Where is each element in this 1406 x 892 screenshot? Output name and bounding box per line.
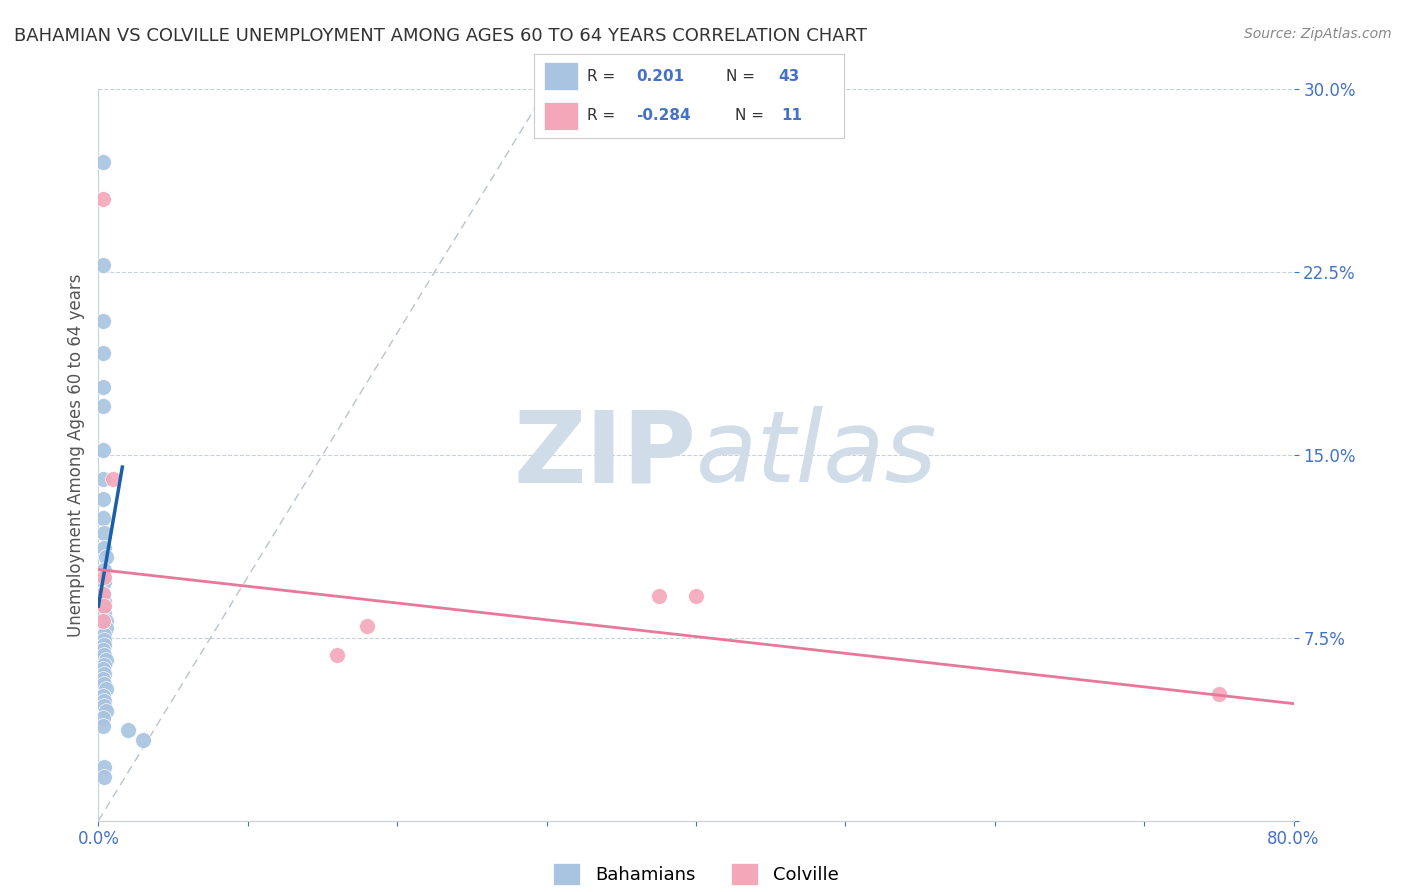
Point	[93, 760, 115, 774]
Point	[91, 511, 114, 525]
Point	[93, 628, 115, 642]
Text: 11: 11	[782, 108, 803, 123]
Text: -0.284: -0.284	[637, 108, 690, 123]
Point	[93, 657, 115, 672]
Text: N =: N =	[725, 69, 759, 84]
Point	[91, 491, 114, 506]
Point	[91, 379, 114, 393]
Text: N =: N =	[735, 108, 769, 123]
Point	[93, 633, 115, 648]
Point	[91, 443, 114, 458]
Point	[103, 472, 125, 486]
Point	[93, 699, 115, 714]
Point	[91, 663, 114, 677]
Point	[93, 607, 115, 621]
Point	[94, 653, 117, 667]
Point	[93, 525, 115, 540]
Text: Source: ZipAtlas.com: Source: ZipAtlas.com	[1244, 27, 1392, 41]
Point	[94, 621, 117, 635]
Point	[93, 677, 115, 691]
Text: atlas: atlas	[696, 407, 938, 503]
Point	[91, 155, 114, 169]
Point	[91, 587, 114, 601]
Point	[91, 643, 114, 657]
Text: R =: R =	[586, 108, 620, 123]
FancyBboxPatch shape	[544, 62, 578, 90]
Y-axis label: Unemployment Among Ages 60 to 64 years: Unemployment Among Ages 60 to 64 years	[66, 273, 84, 637]
Point	[91, 472, 114, 486]
Point	[93, 599, 115, 613]
Point	[91, 399, 114, 413]
Text: R =: R =	[586, 69, 620, 84]
Point	[94, 614, 117, 628]
Point	[93, 667, 115, 681]
Point	[647, 590, 669, 604]
Text: 0.201: 0.201	[637, 69, 685, 84]
Point	[93, 541, 115, 555]
Point	[93, 574, 115, 589]
Point	[91, 599, 114, 613]
Point	[93, 570, 115, 584]
Point	[93, 562, 115, 576]
Point	[94, 550, 117, 565]
Text: ZIP: ZIP	[513, 407, 696, 503]
Legend: Bahamians, Colville: Bahamians, Colville	[546, 855, 846, 892]
Point	[93, 770, 115, 784]
Point	[94, 704, 117, 718]
Point	[93, 694, 115, 708]
Point	[326, 648, 349, 662]
Point	[94, 681, 117, 696]
Point	[91, 690, 114, 704]
Point	[91, 192, 114, 206]
Point	[685, 590, 707, 604]
Point	[93, 638, 115, 652]
Point	[93, 594, 115, 608]
Point	[91, 587, 114, 601]
Text: 43: 43	[779, 69, 800, 84]
Point	[91, 614, 114, 628]
Point	[91, 711, 114, 725]
Point	[91, 672, 114, 686]
FancyBboxPatch shape	[544, 102, 578, 130]
Point	[132, 733, 155, 747]
Point	[1208, 687, 1230, 701]
Point	[91, 718, 114, 732]
Point	[91, 314, 114, 328]
Point	[93, 648, 115, 662]
Point	[356, 618, 378, 632]
Text: BAHAMIAN VS COLVILLE UNEMPLOYMENT AMONG AGES 60 TO 64 YEARS CORRELATION CHART: BAHAMIAN VS COLVILLE UNEMPLOYMENT AMONG …	[14, 27, 868, 45]
Point	[91, 258, 114, 272]
Point	[117, 723, 139, 738]
Point	[91, 345, 114, 359]
